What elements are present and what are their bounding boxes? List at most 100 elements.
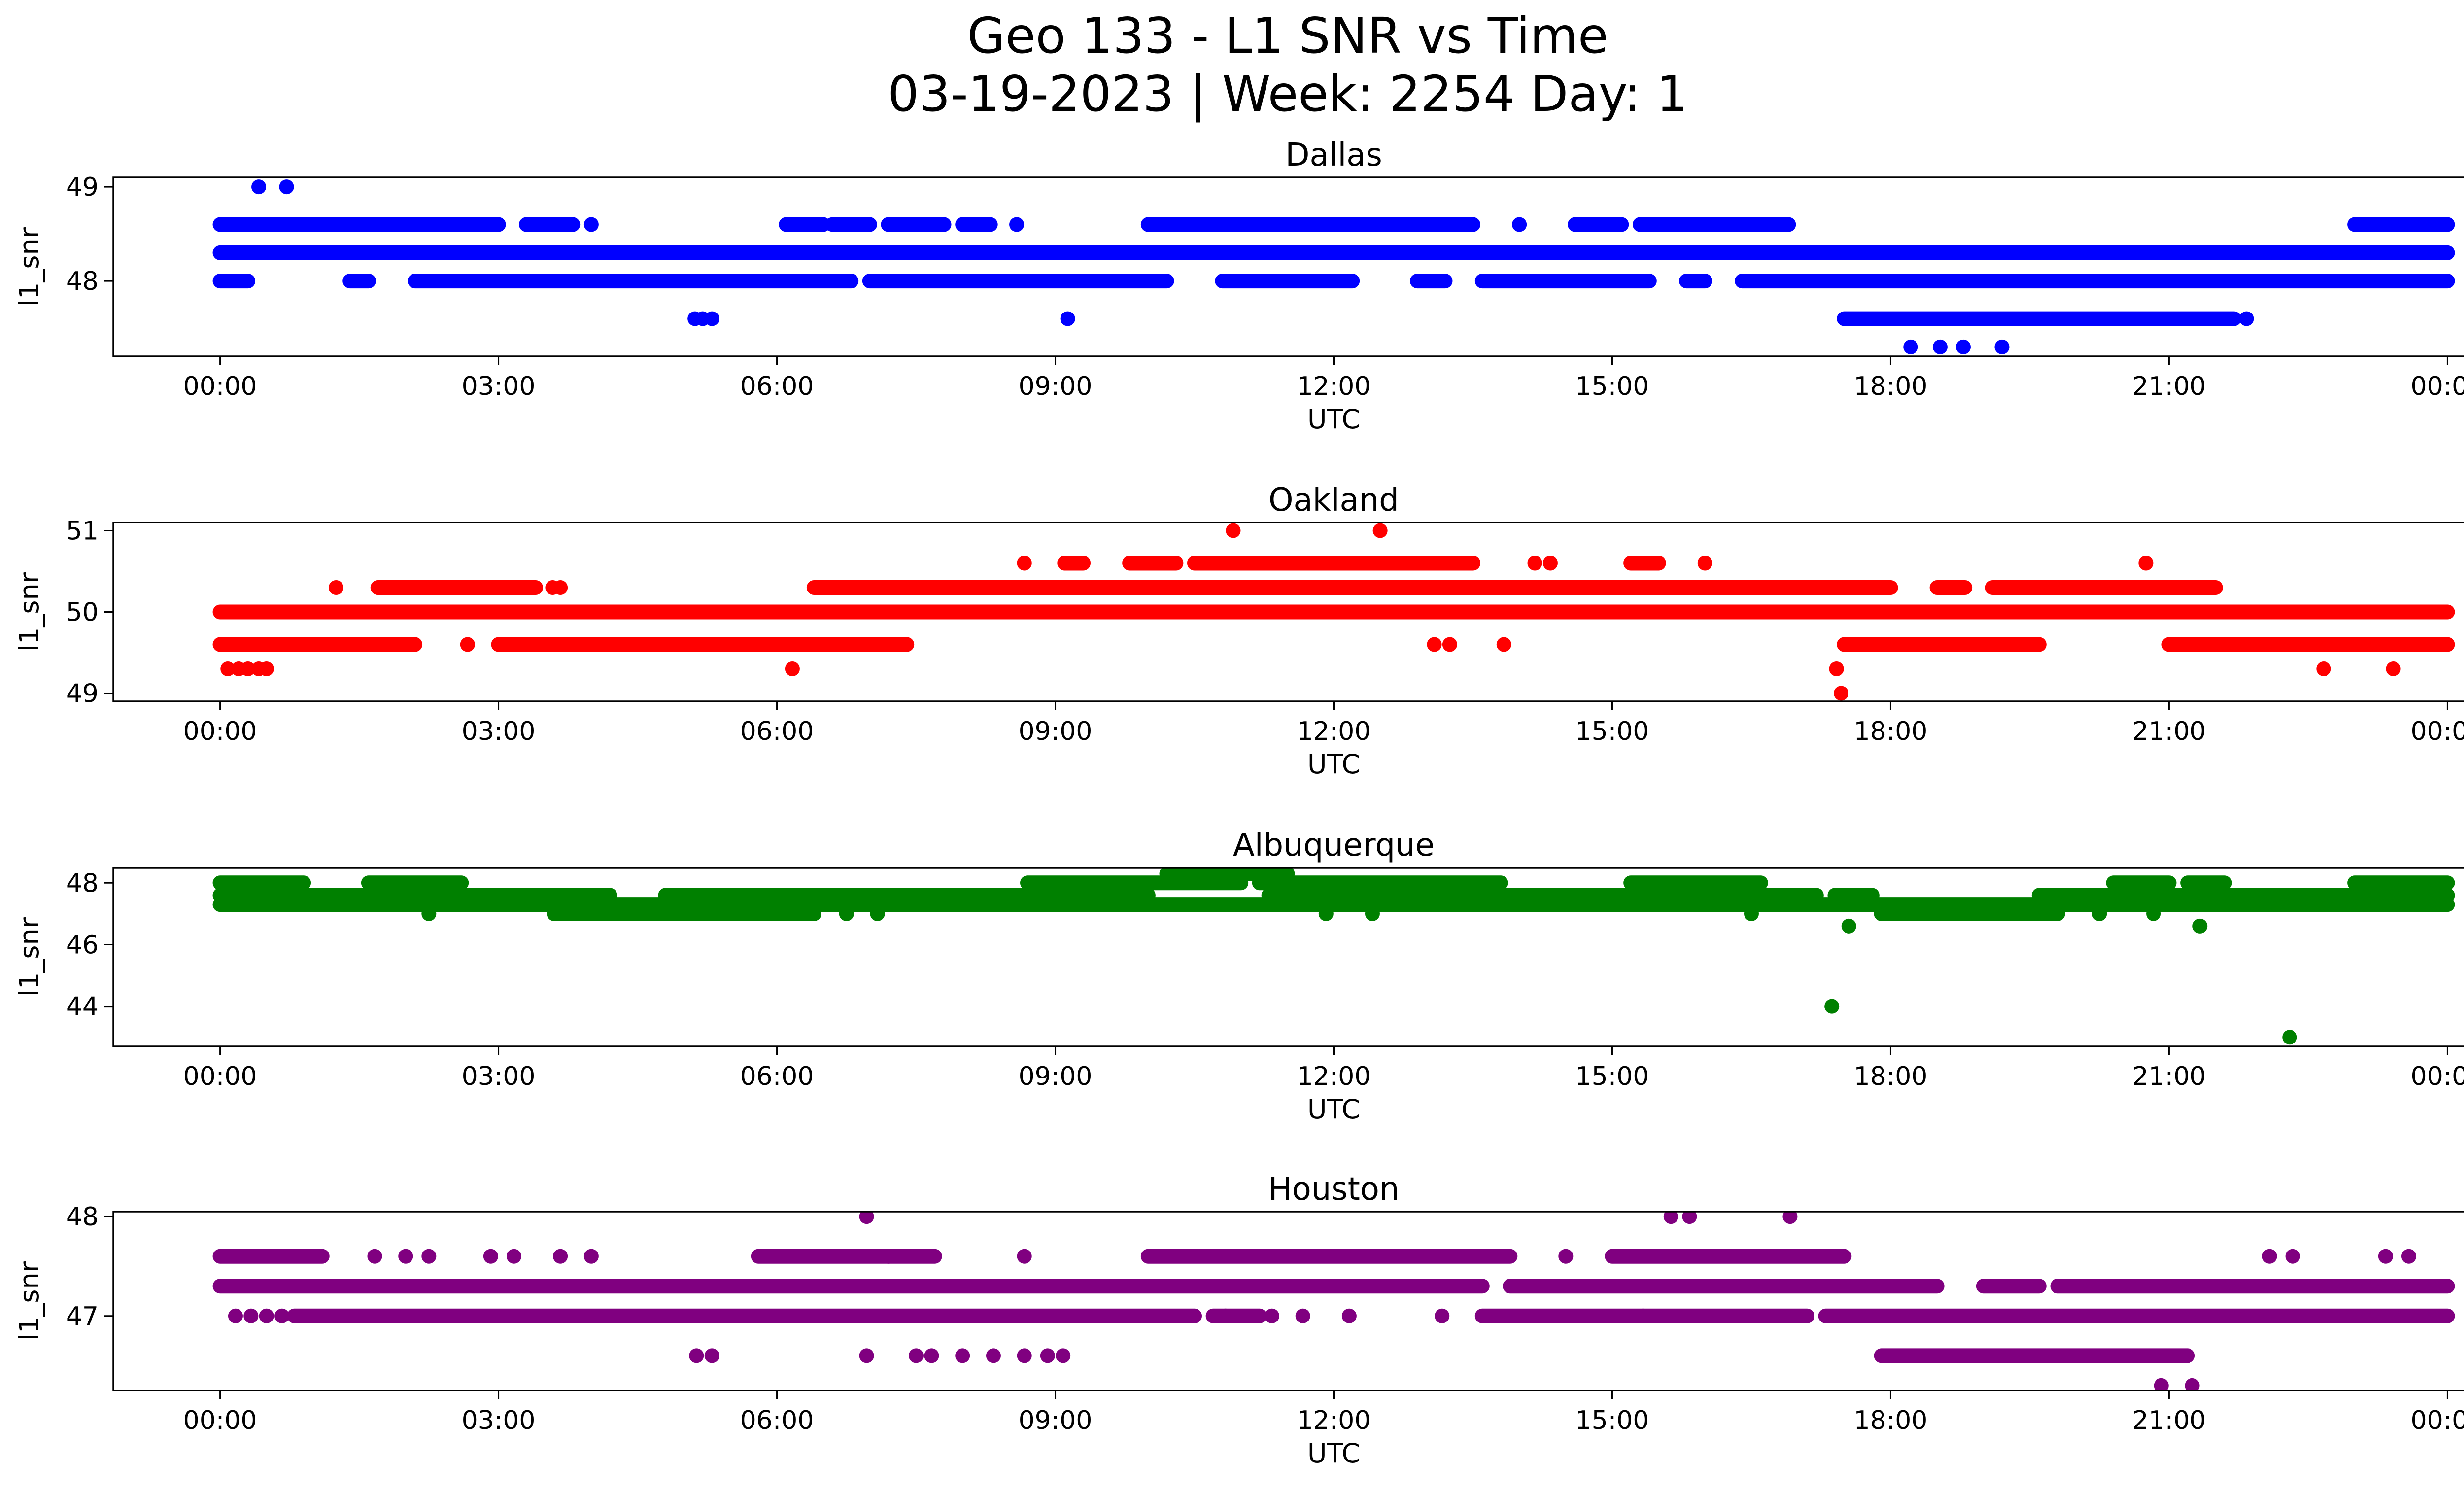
- x-tick-label: 18:00: [1854, 717, 1928, 746]
- x-tick-label: 15:00: [1575, 717, 1649, 746]
- data-point: [689, 1348, 704, 1363]
- data-point: [1955, 339, 1971, 354]
- data-point: [2386, 661, 2401, 676]
- data-point: [870, 906, 885, 921]
- data-point: [583, 217, 599, 232]
- data-point: [704, 311, 719, 326]
- x-tick-label: 03:00: [462, 372, 536, 401]
- x-tick-label: 12:00: [1297, 1406, 1371, 1435]
- data-point: [2316, 661, 2331, 676]
- data-point: [1017, 556, 1032, 571]
- y-tick-label: 47: [66, 1302, 99, 1331]
- x-tick-label: 12:00: [1297, 717, 1371, 746]
- data-point: [483, 1249, 498, 1264]
- panel-title: Dallas: [1285, 137, 1382, 174]
- x-tick-label: 09:00: [1019, 1062, 1093, 1091]
- data-point: [986, 1348, 1001, 1363]
- x-tick-label: 09:00: [1019, 717, 1093, 746]
- data-point: [1834, 686, 1849, 701]
- x-tick-label: 06:00: [740, 717, 814, 746]
- x-tick-label: 03:00: [462, 1062, 536, 1091]
- data-point: [785, 661, 800, 676]
- data-point: [243, 1308, 259, 1323]
- data-point: [1636, 1308, 1651, 1323]
- x-tick-label: 15:00: [1575, 372, 1649, 401]
- data-point: [2282, 1030, 2297, 1045]
- x-tick-label: 03:00: [462, 1406, 536, 1435]
- data-point: [1060, 311, 1075, 326]
- data-point: [553, 580, 568, 595]
- data-point: [460, 637, 475, 652]
- data-point: [1682, 1212, 1697, 1224]
- data-point: [228, 1308, 243, 1323]
- data-point: [924, 1348, 939, 1363]
- data-point: [839, 906, 854, 921]
- data-point: [1824, 999, 1840, 1014]
- x-axis-label: UTC: [1307, 404, 1360, 435]
- x-tick-label: 12:00: [1297, 1062, 1371, 1091]
- x-tick-label: 03:00: [462, 717, 536, 746]
- data-point: [1365, 906, 1380, 921]
- x-tick-label: 00:00: [2410, 717, 2464, 746]
- data-point: [2138, 556, 2154, 571]
- data-point: [1663, 1212, 1678, 1224]
- figure-title: Geo 133 - L1 SNR vs Time 03-19-2023 | We…: [0, 7, 2464, 123]
- x-axis-label: UTC: [1307, 1438, 1360, 1469]
- y-tick-label: 46: [66, 930, 99, 960]
- data-point: [398, 1249, 413, 1264]
- x-tick-label: 00:00: [183, 1062, 257, 1091]
- data-point: [1527, 556, 1542, 571]
- data-point: [1903, 339, 1918, 354]
- data-point: [220, 661, 236, 676]
- panel-title: Oakland: [1268, 482, 1399, 519]
- y-tick-label: 49: [66, 173, 99, 202]
- y-axis-label: l1_snr: [14, 572, 45, 652]
- data-point: [1318, 906, 1334, 921]
- x-tick-label: 21:00: [2132, 372, 2206, 401]
- data-point: [1218, 1308, 1233, 1323]
- y-axis-label: l1_snr: [14, 227, 45, 307]
- x-tick-label: 00:00: [2410, 372, 2464, 401]
- data-point: [2262, 1249, 2277, 1264]
- panel-title: Houston: [1268, 1171, 1400, 1208]
- data-point: [1056, 1348, 1071, 1363]
- x-tick-label: 18:00: [1854, 372, 1928, 401]
- data-point: [1841, 918, 1856, 934]
- data-point: [1496, 637, 1511, 652]
- x-tick-label: 21:00: [2132, 717, 2206, 746]
- data-point: [1442, 637, 1457, 652]
- x-tick-label: 18:00: [1854, 1406, 1928, 1435]
- data-point: [421, 1249, 437, 1264]
- data-point: [1341, 1308, 1357, 1323]
- data-point: [2185, 1378, 2200, 1391]
- x-axis-label: UTC: [1307, 749, 1360, 780]
- x-tick-label: 21:00: [2132, 1406, 2206, 1435]
- data-point: [251, 179, 267, 195]
- y-tick-label: 48: [66, 869, 99, 898]
- x-tick-label: 00:00: [2410, 1406, 2464, 1435]
- x-tick-label: 09:00: [1019, 1406, 1093, 1435]
- data-point: [1829, 661, 1844, 676]
- x-tick-label: 21:00: [2132, 1062, 2206, 1091]
- x-tick-label: 00:00: [183, 717, 257, 746]
- data-point: [1994, 339, 2010, 354]
- data-point: [2378, 1249, 2393, 1264]
- data-point: [1435, 1308, 1450, 1323]
- data-point: [2092, 906, 2107, 921]
- data-point: [1427, 637, 1442, 652]
- data-point: [1295, 1308, 1310, 1323]
- x-tick-label: 06:00: [740, 1406, 814, 1435]
- data-point: [274, 1308, 290, 1323]
- data-point: [2192, 918, 2208, 934]
- data-point: [259, 661, 274, 676]
- figure-title-line1: Geo 133 - L1 SNR vs Time: [967, 7, 1608, 65]
- x-tick-label: 18:00: [1854, 1062, 1928, 1091]
- x-tick-label: 06:00: [740, 1062, 814, 1091]
- data-point: [1226, 523, 1241, 538]
- y-tick-label: 51: [66, 517, 99, 546]
- data-point: [2285, 1249, 2300, 1264]
- x-tick-label: 15:00: [1575, 1062, 1649, 1091]
- data-point: [259, 1308, 274, 1323]
- data-point: [859, 1212, 874, 1224]
